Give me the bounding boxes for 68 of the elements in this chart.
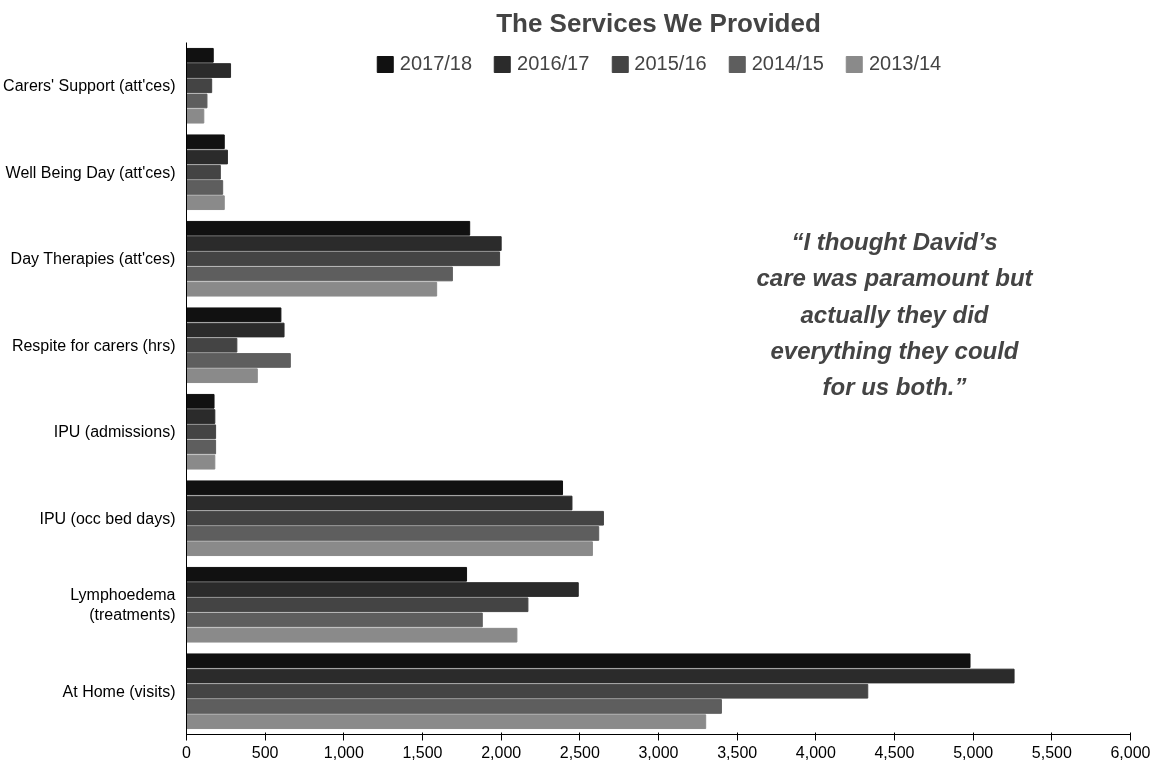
chart-title: The Services We Provided [496,7,821,38]
x-tick-label: 1,000 [323,743,364,761]
bar [186,78,213,94]
x-tick-label: 3,500 [717,743,758,761]
legend-label: 2013/14 [868,52,942,75]
bar [186,653,971,669]
bar [186,699,722,714]
bar [186,149,228,165]
bar [186,322,285,338]
bar [186,510,604,526]
bar [186,337,238,353]
bar [186,368,258,384]
bar [186,266,453,282]
x-tick-label: 5,000 [953,743,994,761]
bar [186,63,232,78]
bar [186,409,216,424]
bar [186,236,502,251]
bar [186,47,214,63]
bar [186,582,579,597]
bar [186,526,600,541]
y-tick-label: At Home (visits) [62,682,176,700]
legend-label: 2016/17 [517,52,590,75]
y-tick-label: IPU (admissions) [53,423,176,441]
legend-label: 2017/18 [399,52,473,75]
bar [186,195,225,211]
bar [186,180,224,195]
bar [186,454,216,470]
bar [186,424,217,440]
y-tick-label: IPU (occ bed days) [39,509,176,527]
x-tick-label: 0 [182,743,192,761]
y-tick-label: Carers' Support (att'ces) [3,77,176,95]
x-tick-label: 4,500 [874,743,915,761]
x-tick-label: 4,000 [795,743,836,761]
bar [186,93,208,109]
x-tick-label: 500 [251,743,279,761]
bar [186,353,291,368]
legend-label: 2014/15 [751,52,824,75]
x-tick-label: 2,000 [481,743,522,761]
y-tick-label: Well Being Day (att'ces) [5,163,176,181]
x-tick-label: 3,000 [638,743,679,761]
y-tick-label: Lymphoedema (treatments) [70,586,176,624]
bar [186,251,501,267]
bar [186,307,282,323]
bar [186,134,225,150]
bar [186,108,205,124]
bar [186,393,215,409]
bar [186,220,471,236]
annotation: “I thought David’s care was paramount but actually they did everything they could for us both.” [756,227,1034,401]
legend-label: 2015/16 [634,52,707,75]
bar [186,566,468,582]
bar [186,627,518,643]
y-tick-label: Respite for carers (hrs) [11,336,176,354]
bar [186,495,573,511]
bar [186,439,217,455]
bar [186,281,438,297]
bar [186,683,869,699]
x-tick-label: 5,500 [1031,743,1072,761]
x-tick-label: 6,000 [1110,743,1151,761]
bar [186,714,707,730]
bar [186,612,483,628]
bar [186,597,529,613]
bar [186,668,1015,684]
bar [186,541,593,557]
bar [186,480,564,496]
x-tick-label: 1,500 [402,743,443,761]
x-tick-label: 2,500 [559,743,600,761]
bar [186,164,221,180]
y-tick-label: Day Therapies (att'ces) [10,250,176,268]
